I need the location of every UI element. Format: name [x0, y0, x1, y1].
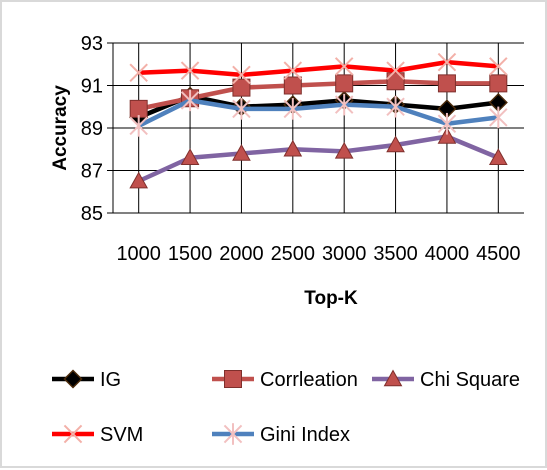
- x-axis: 1000 1500 2000 2500 3000 3500 4000 4500 Top-K: [113, 212, 524, 309]
- data-point: [129, 99, 148, 118]
- legend-item-gini-index: Gini Index: [212, 423, 350, 446]
- legend-label: IG: [100, 369, 121, 391]
- series-gini-index: [129, 89, 508, 137]
- data-point: [335, 74, 354, 93]
- legend-item-svm: SVM: [52, 424, 143, 446]
- data-point: [283, 98, 303, 120]
- data-point: [63, 424, 83, 444]
- y-tick-label: 87: [81, 161, 103, 183]
- x-tick-label: 3000: [322, 243, 367, 265]
- data-point: [129, 171, 149, 189]
- data-point-stroke: [334, 57, 354, 76]
- data-point-stroke: [129, 63, 148, 83]
- data-point: [488, 148, 508, 166]
- data-point: [129, 115, 148, 137]
- data-point: [334, 93, 354, 116]
- data-point: [232, 98, 251, 120]
- data-point: [180, 89, 200, 112]
- data-point: [437, 126, 457, 144]
- data-point: [334, 57, 354, 76]
- data-point: [232, 143, 251, 161]
- data-point: [224, 370, 242, 388]
- data-point: [386, 61, 405, 80]
- y-tick-label: 91: [81, 76, 103, 98]
- series-lines: [129, 52, 508, 189]
- data-point: [283, 139, 303, 157]
- y-axis: 85 87 89 91 93 Accuracy: [50, 33, 114, 225]
- data-point-stroke: [283, 61, 303, 80]
- data-point: [334, 141, 354, 159]
- data-point: [386, 135, 405, 153]
- series-line: [138, 59, 499, 78]
- data-point-stroke: [437, 52, 457, 72]
- x-axis-title: Top-K: [304, 288, 358, 309]
- data-point: [232, 65, 251, 85]
- x-tick-label: 1000: [116, 243, 161, 265]
- legend-item-ig: IG: [52, 369, 121, 391]
- legend-item-chi-square: Chi Square: [372, 369, 520, 391]
- series-svm: [129, 52, 508, 85]
- data-point: [283, 61, 303, 80]
- legend-item-corrleation: Corrleation: [212, 369, 358, 391]
- data-point: [180, 61, 200, 80]
- series-line: [137, 134, 500, 184]
- legend-label: Chi Square: [420, 369, 520, 391]
- legend-label: Gini Index: [260, 424, 350, 446]
- y-axis-title: Accuracy: [50, 85, 71, 171]
- x-tick-label: 1500: [168, 243, 213, 265]
- data-point: [232, 78, 251, 97]
- y-tick-label: 85: [81, 203, 103, 225]
- x-tick-label: 4500: [476, 243, 521, 265]
- y-tick-label: 93: [81, 33, 103, 55]
- x-tick-label: 4000: [425, 243, 470, 265]
- data-point: [437, 112, 457, 135]
- legend-label: Corrleation: [260, 369, 358, 391]
- data-point-stroke: [180, 61, 200, 80]
- data-point: [489, 57, 508, 76]
- series-chi-square: [129, 126, 508, 189]
- data-point-stroke: [489, 57, 508, 76]
- data-point-stroke: [386, 61, 405, 80]
- x-tick-label: 3500: [373, 243, 418, 265]
- x-tick-label: 2000: [219, 243, 264, 265]
- data-point: [489, 106, 508, 129]
- data-point-stroke: [63, 424, 83, 444]
- series-line: [137, 98, 499, 128]
- data-point: [489, 74, 508, 93]
- data-point: [129, 63, 148, 83]
- data-point: [180, 148, 200, 166]
- data-point: [386, 95, 405, 118]
- data-point: [283, 76, 302, 95]
- data-point: [383, 369, 403, 387]
- data-point: [437, 74, 456, 93]
- x-tick-label: 2500: [271, 243, 316, 265]
- data-point-stroke: [232, 65, 251, 85]
- legend-label: SVM: [100, 424, 143, 446]
- y-tick-label: 89: [81, 118, 103, 140]
- data-point: [437, 52, 457, 72]
- data-point: [63, 369, 83, 389]
- series-corrleation: [129, 72, 508, 118]
- legend: IG Corrleation Chi Square SVM Gini Index: [52, 369, 520, 446]
- data-point: [223, 423, 243, 445]
